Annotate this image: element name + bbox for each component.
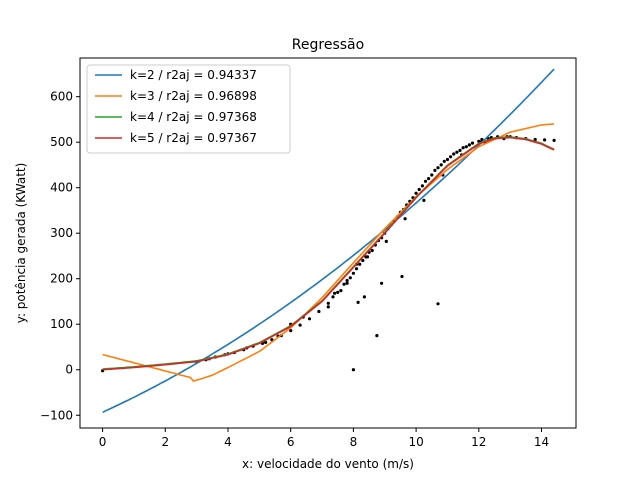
x-tick-label: 12 <box>471 435 486 449</box>
scatter-point <box>384 239 388 243</box>
scatter-point <box>317 309 321 314</box>
legend: k=2 / r2aj = 0.94337 k=3 / r2aj = 0.96898… <box>86 64 291 154</box>
y-tick-label: 100 <box>50 317 73 331</box>
legend-box <box>86 64 291 154</box>
x-tick-label: 8 <box>350 435 358 449</box>
scatter-point <box>414 191 418 195</box>
scatter-point <box>427 177 431 181</box>
scatter-point <box>420 184 424 188</box>
scatter-point <box>307 317 312 321</box>
scatter-point <box>423 179 428 183</box>
scatter-point <box>452 152 456 156</box>
scatter-point <box>422 198 426 202</box>
scatter-point <box>342 282 346 286</box>
scatter-point <box>436 302 440 306</box>
series-line-k3 <box>102 123 555 383</box>
legend-label: k=5 / r2aj = 0.97367 <box>130 131 257 145</box>
scatter-point <box>336 290 340 294</box>
scatter-point <box>361 258 365 263</box>
y-tick-label: −100 <box>40 408 73 422</box>
x-tick-label: 2 <box>161 435 169 449</box>
scatter-point <box>403 217 407 221</box>
scatter-point <box>417 187 421 192</box>
regression-lines-group <box>102 68 555 414</box>
scatter-point <box>380 281 384 285</box>
scatter-point <box>480 137 484 142</box>
scatter-point <box>543 138 547 142</box>
scatter-point <box>326 301 330 305</box>
y-tick-label: 300 <box>50 226 73 240</box>
y-axis-label: y: potência gerada (KWatt) <box>14 163 28 324</box>
scatter-point <box>552 138 556 142</box>
x-tick-label: 14 <box>534 435 549 449</box>
scatter-point <box>298 323 302 327</box>
scatter-point <box>331 295 335 299</box>
scatter-point <box>362 295 366 299</box>
y-tick-label: 0 <box>65 363 73 377</box>
series-line-k5 <box>102 136 555 371</box>
scatter-point <box>464 145 468 149</box>
chart-title: Regressão <box>292 37 364 53</box>
scatter-point <box>400 274 404 279</box>
x-tick-label: 4 <box>224 435 232 449</box>
scatter-point <box>326 305 330 309</box>
scatter-point <box>351 271 355 275</box>
scatter-point <box>358 262 362 266</box>
scatter-point <box>461 146 465 150</box>
scatter-point <box>365 255 370 259</box>
y-axis-ticks: −100 0 100 200 300 400 500 600 <box>40 90 80 422</box>
scatter-point <box>430 173 434 177</box>
scatter-point <box>354 267 359 271</box>
scatter-point <box>333 291 337 295</box>
y-tick-label: 600 <box>50 90 73 104</box>
scatter-point <box>439 163 443 167</box>
scatter-point <box>339 289 343 293</box>
scatter-point <box>370 248 374 253</box>
scatter-point <box>348 276 352 280</box>
legend-label: k=2 / r2aj = 0.94337 <box>130 68 257 82</box>
x-axis-ticks: 0 2 4 6 8 10 12 14 <box>99 428 549 449</box>
scatter-point <box>345 278 349 283</box>
scatter-point <box>356 300 360 304</box>
scatter-point <box>345 281 349 285</box>
y-tick-label: 500 <box>50 135 73 149</box>
legend-label: k=3 / r2aj = 0.96898 <box>130 89 257 103</box>
scatter-point <box>458 148 462 152</box>
y-tick-label: 200 <box>50 272 73 286</box>
scatter-point <box>433 168 437 172</box>
scatter-point <box>436 166 440 170</box>
scatter-point <box>351 368 355 372</box>
scatter-point <box>470 141 475 145</box>
scatter-point <box>289 329 293 333</box>
scatter-point <box>445 157 450 162</box>
x-tick-label: 0 <box>99 435 107 449</box>
scatter-point <box>533 137 537 142</box>
x-tick-label: 6 <box>287 435 295 449</box>
scatter-point <box>455 150 459 154</box>
scatter-point <box>449 155 453 159</box>
x-axis-label: x: velocidade do vento (m/s) <box>242 457 414 471</box>
y-tick-label: 400 <box>50 181 73 195</box>
scatter-point <box>375 334 379 338</box>
scatter-point <box>467 143 471 147</box>
scatter-point <box>442 159 446 163</box>
legend-label: k=4 / r2aj = 0.97368 <box>130 110 257 124</box>
x-tick-label: 10 <box>408 435 423 449</box>
plot-area-frame <box>79 57 577 429</box>
scatter-point <box>264 340 268 344</box>
